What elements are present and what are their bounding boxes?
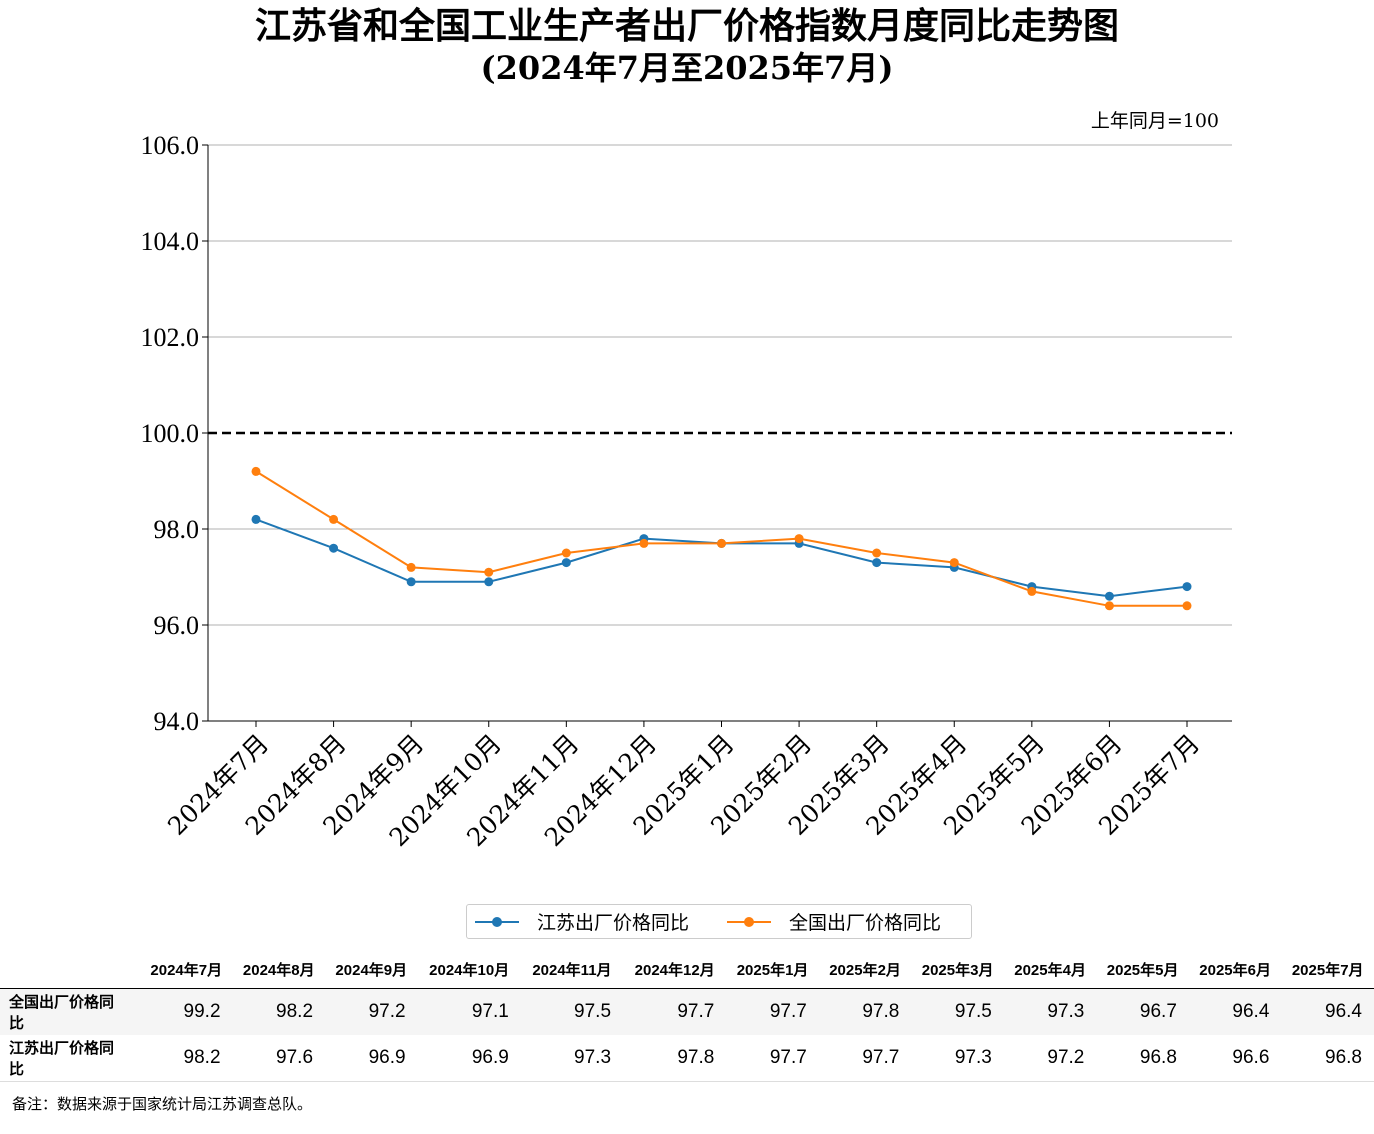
data-point-national xyxy=(1104,601,1114,611)
y-tick-label: 96.0 xyxy=(154,611,200,640)
table-cell: 97.3 xyxy=(1003,988,1097,1035)
data-point-national xyxy=(484,567,494,577)
data-point-national xyxy=(1027,586,1037,596)
table-cell: 98.2 xyxy=(232,988,326,1035)
data-point-national xyxy=(561,548,571,558)
data-point-jiangsu xyxy=(251,514,261,524)
data-point-national xyxy=(794,534,804,544)
table-cell: 96.7 xyxy=(1096,988,1189,1035)
table-header-cell xyxy=(0,950,140,989)
data-point-national xyxy=(329,514,339,524)
legend-swatch-national xyxy=(727,916,771,928)
data-point-jiangsu xyxy=(1104,591,1114,601)
data-point-national xyxy=(872,548,882,558)
y-tick-label: 98.0 xyxy=(154,515,200,544)
table-cell: 97.5 xyxy=(520,988,624,1035)
table-header-cell: 2025年3月 xyxy=(911,950,1004,989)
table-cell: 97.7 xyxy=(623,988,727,1035)
data-point-jiangsu xyxy=(561,558,571,568)
table-header-cell: 2025年1月 xyxy=(726,950,819,989)
unit-note: 上年同月=100 xyxy=(1090,110,1219,132)
legend-swatch-jiangsu xyxy=(475,916,519,928)
legend-marker xyxy=(492,916,502,927)
table-header-cell: 2025年5月 xyxy=(1096,950,1189,989)
y-tick-label: 94.0 xyxy=(154,707,200,736)
legend-item-jiangsu: 江苏出厂价格同比 xyxy=(475,908,689,935)
source-note: 备注：数据来源于国家统计局江苏调查总队。 xyxy=(12,1095,313,1113)
data-point-jiangsu xyxy=(329,543,339,553)
table-cell: 96.6 xyxy=(1188,1035,1282,1082)
table-cell: 97.8 xyxy=(623,1035,727,1082)
data-point-national xyxy=(406,562,416,572)
legend-label-national: 全国出厂价格同比 xyxy=(789,912,942,934)
data-point-jiangsu xyxy=(484,577,494,587)
table-cell: 97.7 xyxy=(726,1035,819,1082)
table-cell: 96.9 xyxy=(325,1035,418,1082)
table-cell: 97.2 xyxy=(1003,1035,1097,1082)
table-header-cell: 2025年2月 xyxy=(818,950,912,989)
table-header-cell: 2024年10月 xyxy=(417,950,521,989)
data-table: 2024年7月 2024年8月 2024年9月 2024年10月 2024年11… xyxy=(0,950,1374,1082)
table-cell: 97.6 xyxy=(232,1035,326,1082)
table-header-row: 2024年7月 2024年8月 2024年9月 2024年10月 2024年11… xyxy=(0,950,1374,989)
legend-label-jiangsu: 江苏出厂价格同比 xyxy=(537,912,690,934)
table-cell: 98.2 xyxy=(140,1035,233,1082)
table-cell: 97.8 xyxy=(818,988,912,1035)
table-row-label: 江苏出厂价格同比 xyxy=(0,1035,140,1082)
data-point-jiangsu xyxy=(872,558,882,568)
table-header-cell: 2025年7月 xyxy=(1281,950,1374,989)
table-cell: 97.7 xyxy=(818,1035,912,1082)
table-cell: 96.8 xyxy=(1281,1035,1374,1082)
table-header-cell: 2024年12月 xyxy=(623,950,727,989)
data-point-national xyxy=(251,466,261,476)
table-cell: 97.5 xyxy=(911,988,1004,1035)
table-cell: 99.2 xyxy=(140,988,233,1035)
table-cell: 97.2 xyxy=(325,988,418,1035)
data-point-jiangsu xyxy=(406,577,416,587)
table-row-label: 全国出厂价格同比 xyxy=(0,988,140,1035)
data-point-national xyxy=(717,538,726,548)
table-cell: 96.8 xyxy=(1096,1035,1189,1082)
table-header-cell: 2024年7月 xyxy=(140,950,233,989)
data-point-national xyxy=(949,558,959,568)
data-point-national xyxy=(639,538,649,548)
y-tick-label: 104.0 xyxy=(141,227,200,256)
y-tick-label: 100.0 xyxy=(141,419,200,448)
table-cell: 97.1 xyxy=(417,988,521,1035)
data-point-jiangsu xyxy=(1182,582,1192,592)
table-row: 全国出厂价格同比 99.2 98.2 97.2 97.1 97.5 97.7 9… xyxy=(0,988,1374,1035)
legend-item-national: 全国出厂价格同比 xyxy=(727,908,941,935)
table-header-cell: 2024年9月 xyxy=(325,950,418,989)
chart-legend: 江苏出厂价格同比 全国出厂价格同比 xyxy=(466,904,972,939)
table-header-cell: 2025年4月 xyxy=(1003,950,1097,989)
table-header-cell: 2024年8月 xyxy=(232,950,326,989)
chart-title: 江苏省和全国工业生产者出厂价格指数月度同比走势图 xyxy=(254,5,1119,47)
table-row: 江苏出厂价格同比 98.2 97.6 96.9 96.9 97.3 97.8 9… xyxy=(0,1035,1374,1082)
table-cell: 96.4 xyxy=(1281,988,1374,1035)
y-tick-label: 102.0 xyxy=(141,323,200,352)
table-cell: 97.7 xyxy=(726,988,819,1035)
data-point-national xyxy=(1182,601,1192,611)
table-header-cell: 2025年6月 xyxy=(1188,950,1282,989)
table-cell: 96.9 xyxy=(417,1035,521,1082)
table-cell: 97.3 xyxy=(911,1035,1004,1082)
chart-subtitle: (2024年7月至2025年7月) xyxy=(480,49,894,87)
y-tick-label: 106.0 xyxy=(141,131,200,160)
table-cell: 97.3 xyxy=(520,1035,624,1082)
series-line-national xyxy=(255,470,1187,607)
table-cell: 96.4 xyxy=(1188,988,1282,1035)
table-header-cell: 2024年11月 xyxy=(520,950,624,989)
legend-marker xyxy=(744,916,754,927)
line-chart: 94.096.098.0100.0102.0104.0106.02024年7月2… xyxy=(141,131,1232,852)
